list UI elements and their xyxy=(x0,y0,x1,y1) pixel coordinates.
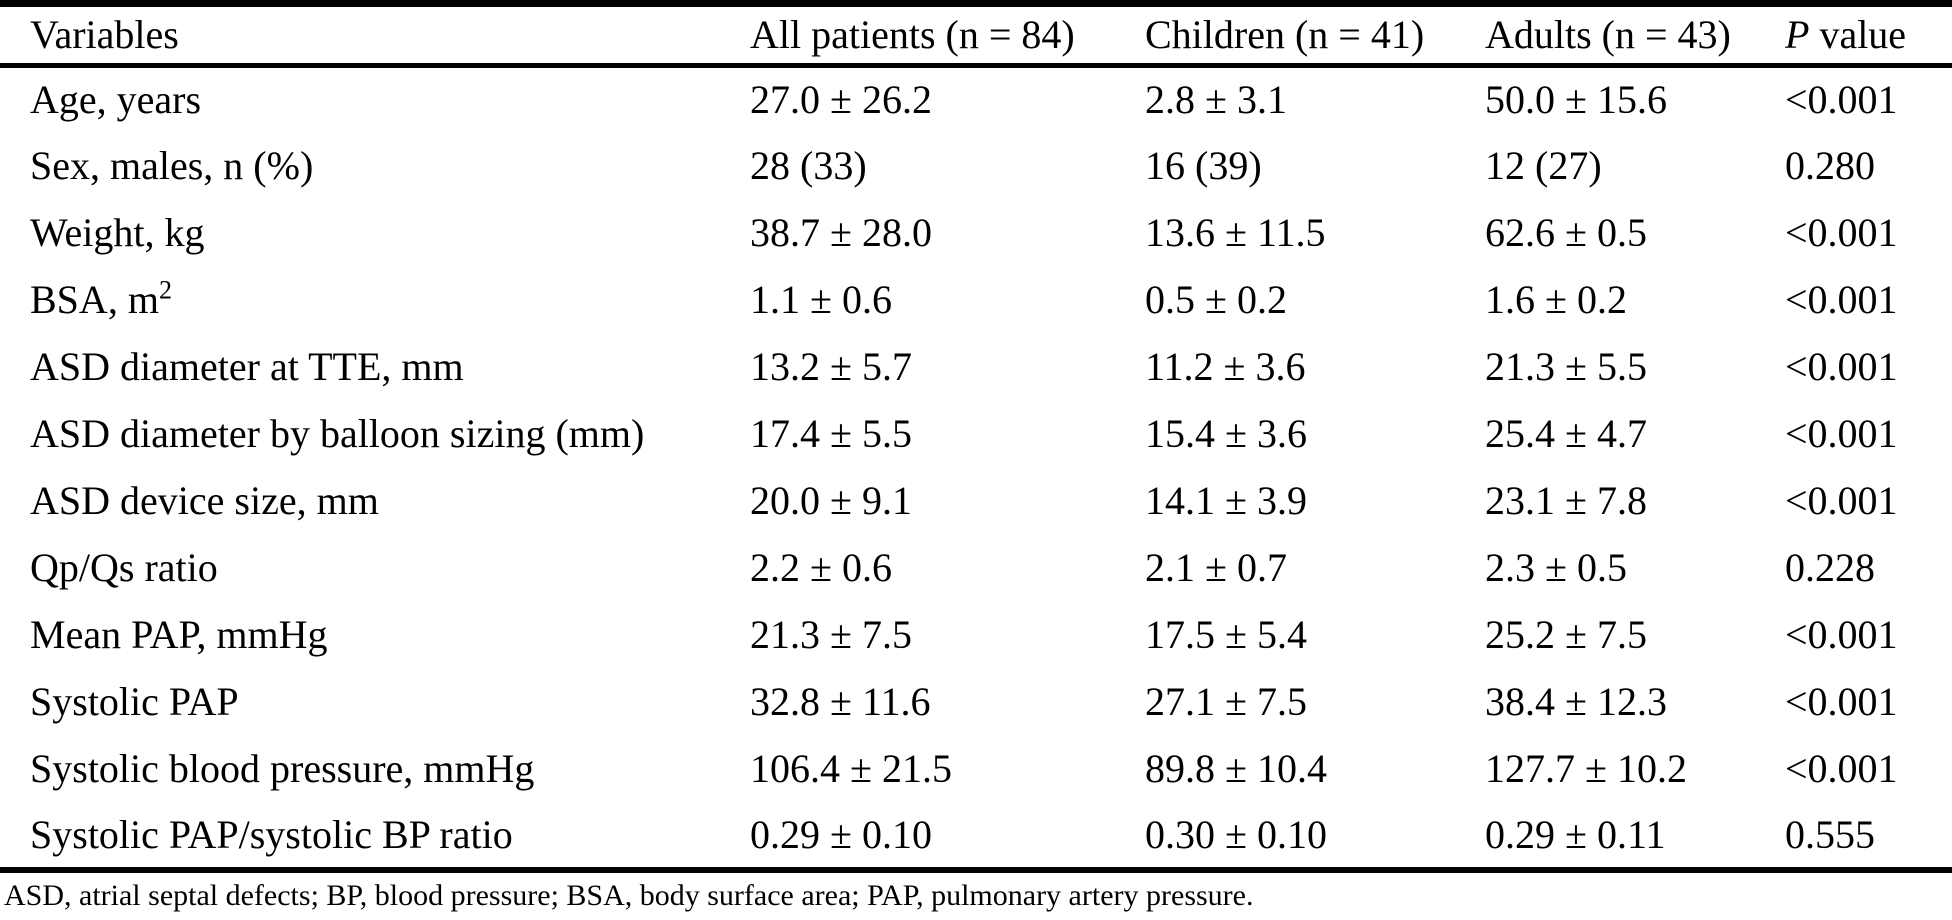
children-cell: 13.6 ± 11.5 xyxy=(1145,210,1326,255)
table-row: Sex, males, n (%) 28 (33) 16 (39) 12 (27… xyxy=(0,133,1952,200)
variable-cell: Mean PAP, mmHg xyxy=(30,612,328,657)
children-cell: 2.1 ± 0.7 xyxy=(1145,545,1287,590)
children-cell: 14.1 ± 3.9 xyxy=(1145,478,1307,523)
children-cell: 11.2 ± 3.6 xyxy=(1145,344,1306,389)
variable-cell: Systolic blood pressure, mmHg xyxy=(30,746,535,791)
adults-cell: 1.6 ± 0.2 xyxy=(1485,277,1627,322)
all-patients-cell: 2.2 ± 0.6 xyxy=(750,545,892,590)
all-patients-cell: 20.0 ± 9.1 xyxy=(750,478,912,523)
p-value-cell: 0.555 xyxy=(1785,802,1952,873)
children-cell: 16 (39) xyxy=(1145,143,1262,188)
p-value-cell: <0.001 xyxy=(1785,411,1898,456)
adults-cell: 127.7 ± 10.2 xyxy=(1485,746,1687,791)
all-patients-cell: 1.1 ± 0.6 xyxy=(750,277,892,322)
variable-cell: ASD diameter at TTE, mm xyxy=(30,344,464,389)
column-header-all-patients: All patients (n = 84) xyxy=(750,3,1145,68)
all-patients-cell: 27.0 ± 26.2 xyxy=(750,77,932,123)
p-value-cell: <0.001 xyxy=(1785,210,1898,255)
variable-superscript: 2 xyxy=(158,275,172,305)
variable-text: BSA, m xyxy=(30,277,159,322)
all-patients-cell: 106.4 ± 21.5 xyxy=(750,746,952,791)
variable-cell: BSA, m2 xyxy=(0,267,750,334)
column-header-adults: Adults (n = 43) xyxy=(1485,3,1785,68)
patient-characteristics-table: Variables All patients (n = 84) Children… xyxy=(0,0,1952,873)
children-cell: 15.4 ± 3.6 xyxy=(1145,411,1307,456)
table-row: ASD diameter by balloon sizing (mm) 17.4… xyxy=(0,401,1952,468)
children-cell: 17.5 ± 5.4 xyxy=(1145,612,1307,657)
adults-cell: 38.4 ± 12.3 xyxy=(1485,679,1667,724)
variable-cell: ASD device size, mm xyxy=(30,478,379,523)
table-header-row: Variables All patients (n = 84) Children… xyxy=(0,3,1952,68)
table-row: Weight, kg 38.7 ± 28.0 13.6 ± 11.5 62.6 … xyxy=(0,200,1952,267)
children-cell: 0.30 ± 0.10 xyxy=(1145,802,1485,873)
variable-cell: Qp/Qs ratio xyxy=(30,545,218,590)
variable-cell: Age, years xyxy=(30,77,202,123)
column-header-p-value: P value xyxy=(1785,3,1952,68)
adults-cell: 25.2 ± 7.5 xyxy=(1485,612,1647,657)
variable-cell: Systolic PAP xyxy=(30,679,239,724)
p-value-cell: 0.280 xyxy=(1785,143,1875,188)
all-patients-cell: 21.3 ± 7.5 xyxy=(750,612,912,657)
all-patients-cell: 28 (33) xyxy=(750,143,867,188)
p-value-cell: <0.001 xyxy=(1785,277,1898,322)
table-row: Mean PAP, mmHg 21.3 ± 7.5 17.5 ± 5.4 25.… xyxy=(0,602,1952,669)
p-symbol: P xyxy=(1785,12,1810,57)
column-header-children: Children (n = 41) xyxy=(1145,3,1485,68)
p-value-cell: <0.001 xyxy=(1785,478,1898,523)
all-patients-cell: 32.8 ± 11.6 xyxy=(750,679,931,724)
p-value-cell: <0.001 xyxy=(1785,612,1898,657)
adults-cell: 21.3 ± 5.5 xyxy=(1485,344,1647,389)
table-row: BSA, m2 1.1 ± 0.6 0.5 ± 0.2 1.6 ± 0.2 <0… xyxy=(0,267,1952,334)
variable-cell: Sex, males, n (%) xyxy=(30,143,314,188)
adults-cell: 2.3 ± 0.5 xyxy=(1485,545,1627,590)
table-row: Age, years 27.0 ± 26.2 2.8 ± 3.1 50.0 ± … xyxy=(0,66,1952,133)
all-patients-cell: 17.4 ± 5.5 xyxy=(750,411,912,456)
p-value-cell: <0.001 xyxy=(1785,679,1898,724)
p-value-cell: 0.228 xyxy=(1785,545,1875,590)
adults-cell: 0.29 ± 0.11 xyxy=(1485,802,1785,873)
variable-cell: ASD diameter by balloon sizing (mm) xyxy=(30,411,645,456)
p-value-label-rest: value xyxy=(1809,12,1907,57)
children-cell: 2.8 ± 3.1 xyxy=(1145,77,1287,123)
column-header-variables: Variables xyxy=(0,3,750,68)
adults-cell: 23.1 ± 7.8 xyxy=(1485,478,1647,523)
children-cell: 0.5 ± 0.2 xyxy=(1145,277,1287,322)
all-patients-cell: 38.7 ± 28.0 xyxy=(750,210,932,255)
children-cell: 89.8 ± 10.4 xyxy=(1145,746,1327,791)
table-row: Systolic PAP/systolic BP ratio 0.29 ± 0.… xyxy=(0,802,1952,873)
children-cell: 27.1 ± 7.5 xyxy=(1145,679,1307,724)
all-patients-cell: 0.29 ± 0.10 xyxy=(750,802,1145,873)
adults-cell: 62.6 ± 0.5 xyxy=(1485,210,1647,255)
table-footnote: ASD, atrial septal defects; BP, blood pr… xyxy=(4,878,1254,912)
adults-cell: 50.0 ± 15.6 xyxy=(1485,77,1667,123)
adults-cell: 25.4 ± 4.7 xyxy=(1485,411,1647,456)
table-row: ASD diameter at TTE, mm 13.2 ± 5.7 11.2 … xyxy=(0,334,1952,401)
adults-cell: 12 (27) xyxy=(1485,143,1602,188)
table-row: Systolic PAP 32.8 ± 11.6 27.1 ± 7.5 38.4… xyxy=(0,669,1952,736)
table-row: Systolic blood pressure, mmHg 106.4 ± 21… xyxy=(0,736,1952,803)
p-value-cell: <0.001 xyxy=(1785,344,1898,389)
variable-cell: Weight, kg xyxy=(30,210,205,255)
p-value-cell: <0.001 xyxy=(1785,746,1898,791)
table-row: ASD device size, mm 20.0 ± 9.1 14.1 ± 3.… xyxy=(0,468,1952,535)
variable-cell: Systolic PAP/systolic BP ratio xyxy=(0,802,750,873)
table-row: Qp/Qs ratio 2.2 ± 0.6 2.1 ± 0.7 2.3 ± 0.… xyxy=(0,535,1952,602)
all-patients-cell: 13.2 ± 5.7 xyxy=(750,344,912,389)
p-value-cell: <0.001 xyxy=(1785,77,1898,123)
